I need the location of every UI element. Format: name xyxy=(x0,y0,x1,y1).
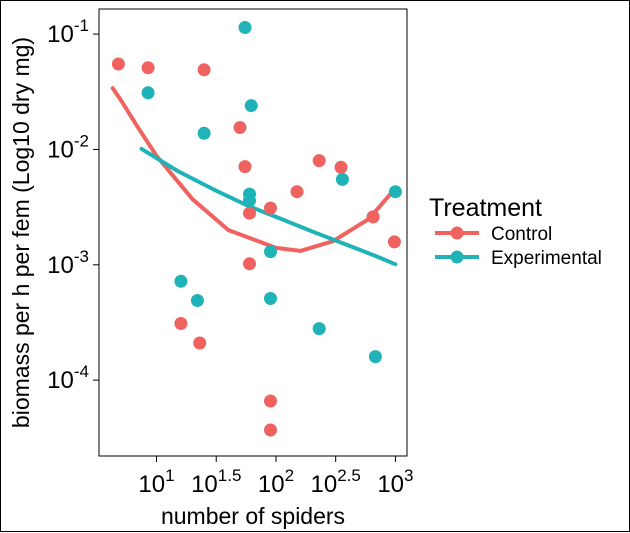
x-axis: 101 101.5 102 102.5 103 xyxy=(138,456,414,498)
x-tick-label: 102.5 xyxy=(311,466,361,498)
x-tick-label: 103 xyxy=(377,466,413,498)
point-control xyxy=(387,235,401,249)
x-tick-label: 101 xyxy=(138,466,174,498)
legend-label-experimental: Experimental xyxy=(491,248,602,269)
x-axis-title: number of spiders xyxy=(161,503,345,529)
point-control xyxy=(111,57,125,71)
legend-key-point xyxy=(450,226,464,240)
y-tick-label: 10-4 xyxy=(47,362,89,394)
y-tick-label: 10-3 xyxy=(47,247,89,279)
point-control xyxy=(243,206,256,220)
point-experimental xyxy=(368,350,382,364)
legend-key-point xyxy=(450,250,464,264)
x-tick-label: 101.5 xyxy=(191,466,241,498)
point-control xyxy=(233,121,247,134)
point-control xyxy=(238,160,252,174)
legend: Treatment Control Experimental xyxy=(429,194,602,269)
point-control xyxy=(264,201,277,215)
point-experimental xyxy=(244,99,258,113)
point-experimental xyxy=(190,294,204,307)
point-control xyxy=(141,61,155,75)
point-control xyxy=(264,394,277,408)
fit-line-experimental xyxy=(139,146,398,267)
y-axis-title: biomass per h per fem (Log10 dry mg) xyxy=(8,37,34,428)
point-control xyxy=(312,154,326,168)
point-control xyxy=(366,210,380,224)
point-experimental xyxy=(141,86,155,100)
point-experimental xyxy=(197,126,211,140)
point-control xyxy=(197,63,211,77)
y-tick-label: 10-2 xyxy=(47,131,89,163)
legend-label-control: Control xyxy=(491,224,552,245)
point-control xyxy=(334,160,348,174)
point-experimental xyxy=(264,245,277,259)
legend-entries: Control Experimental xyxy=(435,224,602,269)
point-control xyxy=(243,257,256,271)
x-tick-label: 102 xyxy=(258,466,294,498)
point-experimental xyxy=(264,292,277,305)
legend-title: Treatment xyxy=(429,194,542,222)
point-control xyxy=(193,336,207,350)
data-points xyxy=(111,21,402,437)
point-experimental xyxy=(335,172,349,186)
point-experimental xyxy=(388,185,402,199)
y-tick-label: 10-1 xyxy=(47,16,89,48)
plot-panel xyxy=(98,8,408,457)
point-experimental xyxy=(312,322,326,336)
point-control xyxy=(290,185,304,199)
point-experimental xyxy=(174,274,188,288)
y-axis: 10-1 10-2 10-3 10-4 xyxy=(47,16,99,394)
fit-line-control xyxy=(110,86,398,253)
point-experimental xyxy=(238,21,252,34)
point-experimental xyxy=(243,194,256,208)
point-control xyxy=(174,317,188,330)
point-control xyxy=(264,423,277,437)
fit-lines xyxy=(110,86,398,267)
